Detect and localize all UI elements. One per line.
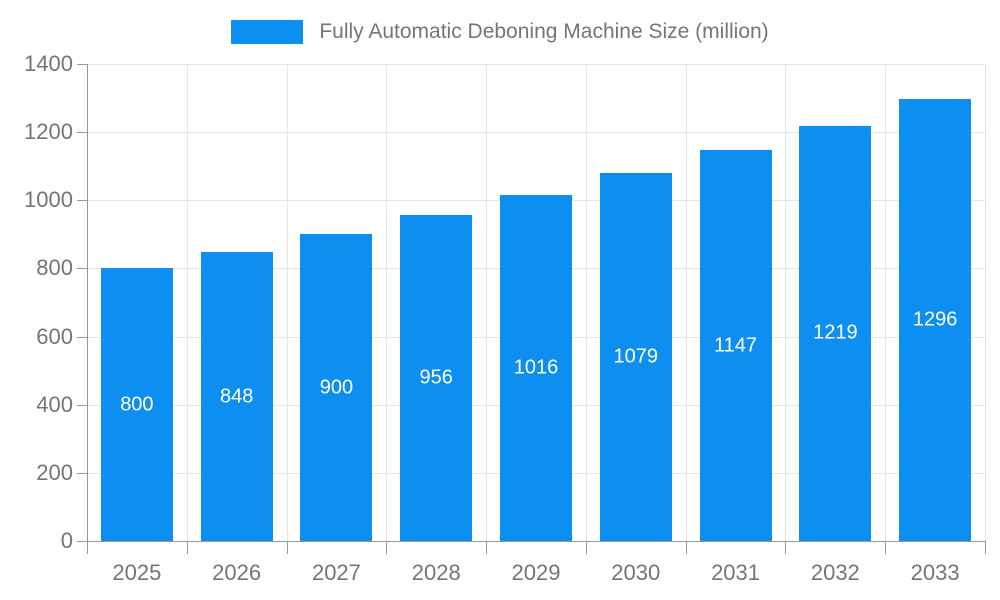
x-axis-line	[87, 541, 985, 542]
y-axis-tick	[77, 472, 87, 474]
bar-2030[interactable]	[599, 173, 672, 541]
y-axis-tick	[77, 132, 87, 134]
bar-2028[interactable]	[400, 215, 473, 541]
y-tick-label: 800	[36, 255, 73, 281]
x-tick-label: 2029	[511, 560, 561, 585]
bar-2029[interactable]	[500, 194, 572, 541]
x-gridline	[585, 64, 587, 541]
legend-item[interactable]: Fully Automatic Deboning Machine Size (m…	[0, 17, 1000, 47]
bar-value-label: 800	[120, 393, 154, 416]
x-gridline	[386, 64, 388, 541]
y-tick-label: 1000	[24, 187, 73, 213]
x-axis-tick	[186, 541, 188, 554]
y-tick-label: 600	[36, 323, 73, 349]
y-tick-label: 1400	[24, 51, 73, 76]
x-tick-label: 2031	[711, 560, 761, 585]
bar-value-label: 1219	[813, 321, 858, 344]
x-gridline	[685, 64, 687, 541]
x-axis-tick	[685, 541, 687, 554]
y-axis-tick	[77, 336, 87, 338]
x-axis-tick	[486, 541, 488, 554]
x-axis-tick	[585, 541, 587, 554]
y-tick-label: 0	[60, 528, 73, 553]
bar-value-label: 1016	[513, 356, 559, 379]
y-axis-line	[87, 64, 88, 541]
plot-area: 800 848 900 956 1016 1079 1147 1219 1296	[87, 64, 986, 541]
y-tick-label: 1200	[24, 119, 73, 145]
x-tick-label: 2025	[112, 560, 162, 585]
y-axis-tick	[77, 268, 87, 270]
y-axis-tick	[77, 541, 87, 542]
x-tick-label: 2032	[810, 560, 860, 585]
bar-value-label: 848	[219, 385, 254, 408]
y-axis-tick	[77, 404, 87, 406]
x-axis-tick	[885, 541, 887, 554]
bar-value-label: 900	[319, 376, 354, 399]
y-axis-tick	[77, 64, 87, 65]
y-gridline	[87, 64, 985, 65]
bar-2025[interactable]	[100, 268, 173, 541]
x-gridline	[286, 64, 288, 541]
x-gridline	[785, 64, 787, 541]
bar-value-label: 1296	[912, 308, 958, 331]
legend-label: Fully Automatic Deboning Machine Size (m…	[319, 20, 769, 43]
y-gridline	[87, 132, 985, 134]
x-tick-label: 2027	[311, 560, 361, 585]
bar-2026[interactable]	[200, 252, 273, 541]
x-gridline	[486, 64, 488, 541]
x-tick-label: 2030	[611, 560, 661, 585]
x-gridline	[186, 64, 188, 541]
x-tick-label: 2028	[411, 560, 461, 585]
bar-value-label: 1079	[613, 345, 659, 368]
bar-value-label: 1147	[714, 334, 758, 357]
x-axis-tick	[386, 541, 388, 554]
x-gridline	[985, 64, 986, 541]
y-tick-label: 400	[36, 391, 73, 417]
x-axis-tick	[785, 541, 787, 554]
x-axis-tick	[87, 541, 88, 554]
x-gridline	[885, 64, 887, 541]
x-tick-label: 2033	[910, 560, 960, 585]
bar-value-label: 956	[419, 366, 453, 389]
legend-swatch-icon	[231, 20, 304, 44]
x-tick-label: 2026	[212, 560, 262, 585]
y-tick-label: 200	[36, 459, 73, 485]
x-axis-tick	[985, 541, 986, 554]
bar-2031[interactable]	[699, 150, 772, 541]
bar-2033[interactable]	[899, 99, 972, 541]
bar-2032[interactable]	[799, 125, 872, 541]
bar-2027[interactable]	[300, 234, 373, 541]
x-axis-tick	[286, 541, 288, 554]
y-axis-tick	[77, 200, 87, 202]
